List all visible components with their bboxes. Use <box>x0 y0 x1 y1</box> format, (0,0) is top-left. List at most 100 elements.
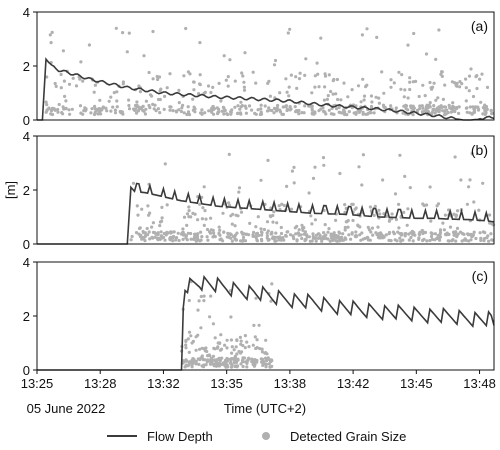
grain-point <box>456 232 460 236</box>
grain-point <box>292 165 296 169</box>
grain-point <box>219 362 224 367</box>
grain-point <box>320 237 324 241</box>
grain-point <box>428 185 432 189</box>
grain-point <box>239 100 243 104</box>
grain-point <box>99 112 103 116</box>
grain-point <box>441 97 445 101</box>
grain-point <box>64 106 68 110</box>
grain-point <box>313 218 317 222</box>
grain-point <box>204 217 208 221</box>
grain-point <box>252 230 256 234</box>
grain-point <box>284 77 288 81</box>
grain-point <box>376 225 380 229</box>
grain-point <box>165 86 169 90</box>
grain-point <box>285 230 289 234</box>
grain-point <box>194 239 198 243</box>
grain-point <box>360 33 364 37</box>
grain-point <box>479 236 483 240</box>
grain-point <box>310 222 314 226</box>
grain-point <box>428 105 432 109</box>
grain-point <box>356 84 361 88</box>
grain-point <box>240 230 244 234</box>
grain-point <box>343 112 347 117</box>
grain-point <box>435 237 439 241</box>
grain-point <box>411 239 415 243</box>
grain-point <box>187 205 191 209</box>
grain-point <box>133 108 137 112</box>
grain-point <box>469 67 473 71</box>
grain-point <box>131 181 136 185</box>
grain-point <box>92 90 96 94</box>
grain-point <box>199 326 203 330</box>
grain-point <box>168 72 172 76</box>
grain-point <box>226 75 230 79</box>
grain-point <box>146 204 150 208</box>
grain-point <box>326 237 330 241</box>
x-tick-label: 13:35 <box>210 376 243 391</box>
grain-point <box>222 230 226 234</box>
grain-point <box>297 228 301 232</box>
grain-point <box>321 156 326 160</box>
grain-point <box>187 350 191 354</box>
grain-point <box>459 178 463 182</box>
grain-point <box>431 107 435 111</box>
grain-point <box>189 237 193 241</box>
grain-point <box>350 88 354 92</box>
grain-point <box>237 349 241 354</box>
grain-point <box>192 237 196 241</box>
grain-point <box>198 202 202 206</box>
grain-point <box>210 110 214 114</box>
grain-point <box>433 232 437 236</box>
grain-point <box>199 111 203 115</box>
grain-point <box>277 204 281 208</box>
grain-point <box>367 228 371 232</box>
grain-point <box>300 223 304 227</box>
grain-point <box>134 231 139 235</box>
grain-point <box>423 109 427 113</box>
grain-point <box>272 210 276 214</box>
grain-point <box>420 229 424 233</box>
grain-size-scatter <box>129 152 496 243</box>
grain-point <box>171 109 175 113</box>
grain-point <box>313 111 317 115</box>
grain-point <box>158 97 162 102</box>
grain-point <box>270 231 274 235</box>
grain-point <box>228 203 232 207</box>
grain-point <box>266 158 270 162</box>
grain-point <box>296 231 300 235</box>
grain-point <box>324 233 328 237</box>
grain-point <box>224 78 228 82</box>
grain-point <box>84 107 88 111</box>
grain-point <box>255 338 259 342</box>
grain-point <box>279 238 283 242</box>
grain-point <box>219 99 223 103</box>
grain-point <box>64 99 68 103</box>
grain-point <box>374 231 378 235</box>
grain-point <box>359 100 363 104</box>
grain-point <box>257 323 261 327</box>
grain-point <box>239 105 243 109</box>
grain-point <box>295 239 299 243</box>
grain-point <box>481 112 485 116</box>
grain-point <box>332 112 336 116</box>
grain-point <box>148 237 152 241</box>
grain-point <box>455 84 459 88</box>
grain-point <box>315 61 319 65</box>
grain-point <box>347 233 351 237</box>
grain-point <box>265 352 269 356</box>
grain-point <box>191 97 195 101</box>
grain-point <box>254 346 258 351</box>
grain-point <box>240 71 244 75</box>
grain-point <box>387 232 391 236</box>
grain-point <box>169 238 173 242</box>
grain-point <box>225 356 229 361</box>
grain-point <box>78 104 83 108</box>
grain-point <box>218 228 222 232</box>
legend-dot-label: Detected Grain Size <box>290 429 406 444</box>
grain-point <box>294 232 298 236</box>
grain-point <box>454 214 458 218</box>
grain-point <box>261 363 265 367</box>
grain-point <box>215 363 219 368</box>
grain-point <box>202 294 206 298</box>
grain-point <box>204 346 208 350</box>
